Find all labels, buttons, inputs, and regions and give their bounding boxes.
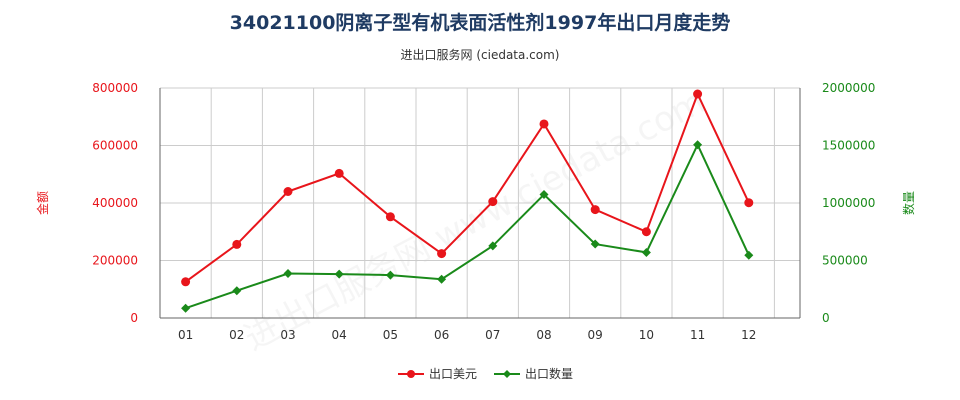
y-right-tick-label: 500000 — [822, 254, 868, 268]
legend-marker — [407, 370, 415, 378]
x-tick-label: 07 — [485, 328, 500, 342]
data-point-value — [539, 119, 549, 129]
x-tick-label: 10 — [639, 328, 654, 342]
data-point-value — [641, 227, 651, 237]
data-point-quantity — [181, 303, 191, 313]
y-left-tick-label: 800000 — [92, 81, 138, 95]
data-point-quantity — [539, 189, 549, 199]
y-right-tick-label: 0 — [822, 311, 830, 325]
data-point-quantity — [334, 269, 344, 279]
data-point-value — [334, 168, 344, 178]
series-line-quantity — [185, 142, 750, 310]
data-point-quantity — [744, 250, 754, 260]
series-line-value — [185, 91, 750, 283]
y-right-tick-label: 1000000 — [822, 196, 875, 210]
legend-label: 出口数量 — [525, 366, 573, 381]
data-point-value — [488, 197, 498, 207]
x-tick-label: 09 — [588, 328, 603, 342]
x-tick-label: 05 — [383, 328, 398, 342]
y-right-tick-label: 1500000 — [822, 139, 875, 153]
legend-marker — [503, 370, 511, 378]
y-right-tick-label: 2000000 — [822, 81, 875, 95]
chart-subtitle: 进出口服务网 (ciedata.com) — [400, 48, 560, 62]
y-left-tick-label: 200000 — [92, 254, 138, 268]
data-point-quantity — [693, 140, 703, 150]
data-point-quantity — [385, 270, 395, 280]
data-point-value — [590, 205, 600, 215]
y-left-tick-label: 400000 — [92, 196, 138, 210]
data-point-value — [385, 212, 395, 222]
y-left-tick-label: 0 — [130, 311, 138, 325]
x-tick-label: 02 — [229, 328, 244, 342]
y-right-axis-title: 数量 — [901, 191, 916, 215]
data-point-quantity — [283, 268, 293, 278]
data-point-value — [283, 187, 293, 196]
data-point-quantity — [488, 241, 498, 251]
data-point-quantity — [641, 247, 651, 257]
x-tick-label: 06 — [434, 328, 449, 342]
data-point-value — [181, 277, 191, 287]
data-point-value — [232, 239, 242, 249]
x-tick-label: 01 — [178, 328, 193, 342]
data-point-value — [693, 89, 703, 99]
x-tick-label: 04 — [332, 328, 347, 342]
x-tick-label: 11 — [690, 328, 705, 342]
data-point-quantity — [437, 274, 447, 284]
data-point-quantity — [590, 239, 600, 249]
x-tick-label: 12 — [741, 328, 756, 342]
legend-label: 出口美元 — [429, 367, 477, 381]
y-left-tick-label: 600000 — [92, 139, 138, 153]
x-tick-label: 08 — [536, 328, 551, 342]
x-tick-label: 03 — [280, 328, 295, 342]
data-point-quantity — [232, 286, 242, 296]
chart-title: 34021100阴离子型有机表面活性剂1997年出口月度走势 — [229, 12, 731, 34]
data-point-value — [744, 198, 754, 208]
data-point-value — [437, 249, 447, 259]
y-left-axis-title: 金额 — [35, 191, 50, 215]
